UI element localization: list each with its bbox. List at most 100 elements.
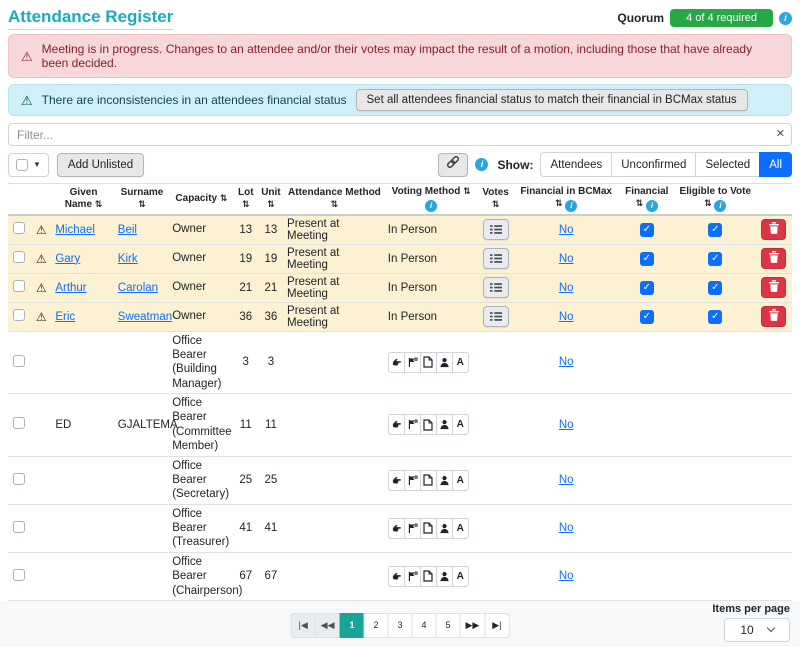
row-checkbox[interactable] bbox=[13, 280, 26, 292]
row-checkbox[interactable] bbox=[13, 309, 26, 321]
apology-letter-a-icon[interactable]: A bbox=[451, 565, 469, 587]
delete-attendee-button[interactable] bbox=[761, 248, 787, 269]
pagination-page-4[interactable]: 4 bbox=[411, 612, 437, 638]
pagination-last-button[interactable]: ▶| bbox=[484, 612, 510, 638]
surname-name-link[interactable]: Carolan bbox=[117, 281, 159, 294]
given-name-link[interactable]: Gary bbox=[55, 252, 81, 265]
add-unlisted-button[interactable]: Add Unlisted bbox=[56, 152, 145, 177]
show-unconfirmed-button[interactable]: Unconfirmed bbox=[611, 152, 697, 177]
financial-in-bcmax-link[interactable]: No bbox=[558, 570, 574, 583]
column-header-surname[interactable]: Surname ⇅ bbox=[114, 183, 170, 216]
apology-letter-a-icon[interactable]: A bbox=[451, 414, 469, 436]
show-attendees-button[interactable]: Attendees bbox=[540, 152, 613, 177]
sort-icon[interactable]: ⇅ bbox=[219, 193, 228, 203]
column-header-voting[interactable]: Voting Method ⇅ i bbox=[384, 183, 478, 216]
votes-button[interactable] bbox=[482, 219, 509, 240]
show-filter-info-icon[interactable]: i bbox=[475, 158, 489, 171]
representative-person-icon[interactable] bbox=[435, 414, 453, 436]
sort-icon[interactable]: ⇅ bbox=[241, 198, 250, 209]
select-all-dropdown[interactable]: ▼ bbox=[8, 152, 49, 177]
column-header-given[interactable]: Given Name ⇅ bbox=[52, 183, 115, 216]
eligible-checkbox-checked[interactable]: ✓ bbox=[708, 222, 723, 237]
surname-name-link[interactable]: Sweatman bbox=[117, 310, 173, 323]
financial-in-bcmax-link[interactable]: No bbox=[558, 474, 574, 487]
financial-in-bcmax-link[interactable]: No bbox=[558, 223, 574, 236]
sort-icon[interactable]: ⇅ bbox=[704, 197, 712, 208]
raised-hand-icon[interactable] bbox=[387, 565, 405, 587]
proxy-flag-icon[interactable] bbox=[403, 565, 421, 587]
voting-paper-icon[interactable] bbox=[419, 469, 437, 491]
row-checkbox[interactable] bbox=[13, 251, 26, 263]
sort-icon[interactable]: ⇅ bbox=[463, 186, 471, 196]
column-header-capacity[interactable]: Capacity ⇅ bbox=[169, 183, 234, 216]
sort-icon[interactable]: ⇅ bbox=[267, 198, 275, 209]
pagination-next-button[interactable]: ▶▶ bbox=[459, 612, 486, 638]
financial-checkbox-checked[interactable]: ✓ bbox=[639, 280, 654, 295]
given-name-link[interactable]: Michael bbox=[55, 223, 95, 236]
representative-person-icon[interactable] bbox=[435, 351, 453, 373]
row-checkbox[interactable] bbox=[13, 354, 26, 367]
representative-person-icon[interactable] bbox=[435, 565, 453, 587]
column-header-eligible[interactable]: Eligible to Vote ⇅ i bbox=[674, 183, 756, 216]
column-header-finbcmax[interactable]: Financial in BCMax ⇅ i bbox=[513, 183, 619, 216]
column-header-votes[interactable]: Votes ⇅ bbox=[477, 183, 514, 216]
raised-hand-icon[interactable] bbox=[387, 414, 405, 436]
financial-in-bcmax-link[interactable]: No bbox=[558, 418, 574, 431]
votes-button[interactable] bbox=[482, 306, 509, 327]
column-info-icon[interactable]: i bbox=[714, 199, 727, 212]
sort-icon[interactable]: ⇅ bbox=[330, 198, 339, 209]
sort-icon[interactable]: ⇅ bbox=[491, 198, 500, 209]
representative-person-icon[interactable] bbox=[435, 517, 453, 539]
column-info-icon[interactable]: i bbox=[425, 199, 438, 212]
pagination-first-button[interactable]: |◀ bbox=[290, 612, 316, 638]
raised-hand-icon[interactable] bbox=[387, 517, 405, 539]
link-attendees-button[interactable] bbox=[438, 152, 469, 177]
apology-letter-a-icon[interactable]: A bbox=[451, 351, 469, 373]
financial-checkbox-checked[interactable]: ✓ bbox=[639, 222, 654, 237]
voting-paper-icon[interactable] bbox=[419, 414, 437, 436]
given-name-link[interactable]: Eric bbox=[55, 310, 76, 323]
quorum-info-icon[interactable]: i bbox=[779, 11, 792, 25]
row-checkbox[interactable] bbox=[13, 472, 26, 485]
financial-in-bcmax-link[interactable]: No bbox=[558, 252, 574, 265]
financial-in-bcmax-link[interactable]: No bbox=[558, 522, 574, 535]
column-info-icon[interactable]: i bbox=[565, 199, 578, 212]
votes-button[interactable] bbox=[482, 248, 509, 269]
pagination-page-5[interactable]: 5 bbox=[435, 612, 461, 638]
filter-input[interactable] bbox=[8, 123, 792, 146]
clear-filter-icon[interactable]: ✕ bbox=[775, 128, 785, 140]
select-all-checkbox[interactable] bbox=[16, 158, 28, 171]
proxy-flag-icon[interactable] bbox=[403, 517, 421, 539]
row-checkbox[interactable] bbox=[13, 417, 26, 430]
set-all-financial-status-button[interactable]: Set all attendees financial status to ma… bbox=[355, 89, 748, 111]
raised-hand-icon[interactable] bbox=[387, 469, 405, 491]
row-checkbox[interactable] bbox=[13, 222, 26, 234]
sort-icon[interactable]: ⇅ bbox=[635, 197, 644, 208]
financial-in-bcmax-link[interactable]: No bbox=[558, 356, 574, 369]
eligible-checkbox-checked[interactable]: ✓ bbox=[708, 251, 723, 266]
sort-icon[interactable]: ⇅ bbox=[555, 197, 563, 208]
sort-icon[interactable]: ⇅ bbox=[138, 198, 146, 209]
apology-letter-a-icon[interactable]: A bbox=[451, 469, 469, 491]
voting-paper-icon[interactable] bbox=[419, 565, 437, 587]
financial-checkbox-checked[interactable]: ✓ bbox=[639, 309, 654, 324]
representative-person-icon[interactable] bbox=[435, 469, 453, 491]
votes-button[interactable] bbox=[482, 277, 509, 298]
voting-paper-icon[interactable] bbox=[419, 351, 437, 373]
financial-in-bcmax-link[interactable]: No bbox=[558, 310, 574, 323]
pagination-page-2[interactable]: 2 bbox=[363, 612, 389, 638]
delete-attendee-button[interactable] bbox=[761, 277, 787, 298]
proxy-flag-icon[interactable] bbox=[403, 351, 421, 373]
delete-attendee-button[interactable] bbox=[761, 219, 787, 240]
financial-in-bcmax-link[interactable]: No bbox=[558, 281, 574, 294]
column-info-icon[interactable]: i bbox=[645, 199, 658, 212]
eligible-checkbox-checked[interactable]: ✓ bbox=[708, 309, 723, 324]
pagination-prev-button[interactable]: ◀◀ bbox=[314, 612, 341, 638]
sort-icon[interactable]: ⇅ bbox=[94, 198, 103, 209]
surname-name-link[interactable]: Kirk bbox=[117, 252, 138, 265]
show-all-button[interactable]: All bbox=[759, 152, 792, 177]
eligible-checkbox-checked[interactable]: ✓ bbox=[708, 280, 723, 295]
surname-name-link[interactable]: Beil bbox=[117, 223, 137, 236]
proxy-flag-icon[interactable] bbox=[403, 414, 421, 436]
show-selected-button[interactable]: Selected bbox=[695, 152, 761, 177]
